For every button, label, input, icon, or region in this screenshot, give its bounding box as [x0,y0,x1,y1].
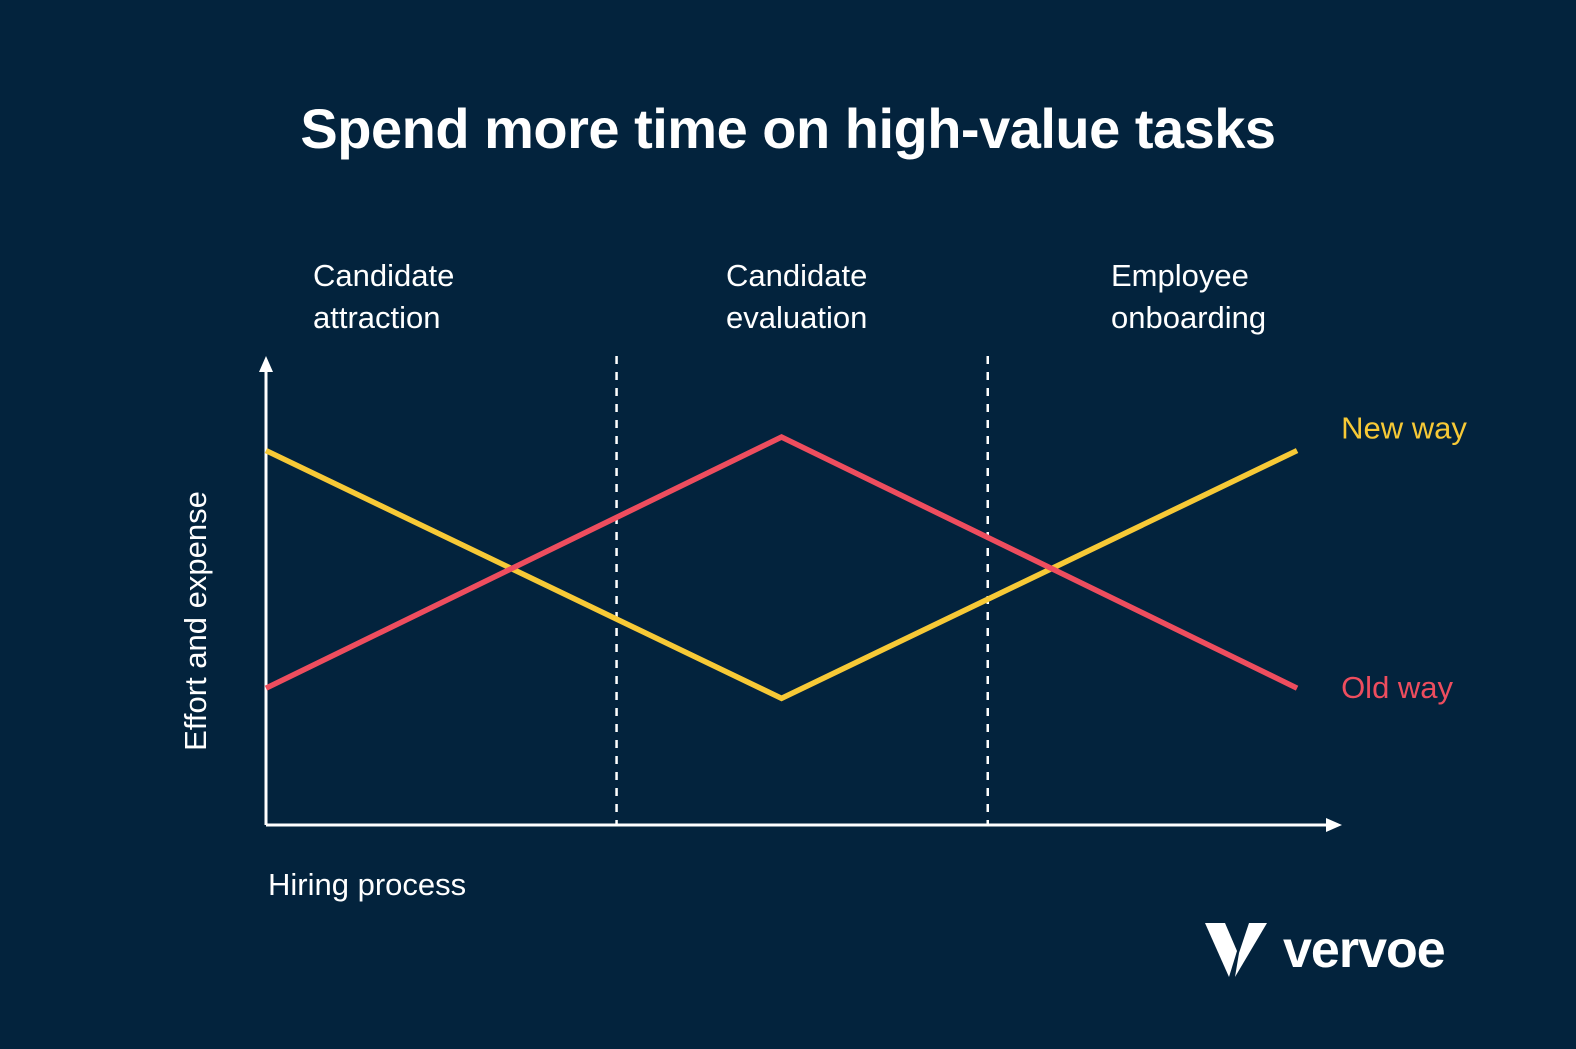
phase-dividers [615,356,989,825]
brand-wordmark: vervoe [1283,921,1446,979]
series-label-old-way: Old way [1341,670,1453,705]
series-line-old-way [264,433,1299,691]
vervoe-v-logo-icon [1205,923,1267,977]
series-line-new-way [264,448,1299,702]
x-axis-label: Hiring process [268,867,466,902]
phase-label-onboarding: Employee onboarding [1111,258,1267,335]
y-axis-label: Effort and expense [178,491,213,751]
series-lines [264,433,1299,702]
chart-title: Spend more time on high-value tasks [300,97,1276,160]
brand-logo: vervoe [1205,918,1446,982]
series-labels: New way Old way [1341,411,1467,706]
phase-label-attraction: Candidate attraction [313,258,455,335]
series-label-new-way: New way [1341,411,1467,446]
phase-label-evaluation: Candidate evaluation [726,258,868,335]
y-axis-arrow [259,356,273,372]
x-axis-arrow [1326,818,1342,832]
axes [259,356,1342,832]
